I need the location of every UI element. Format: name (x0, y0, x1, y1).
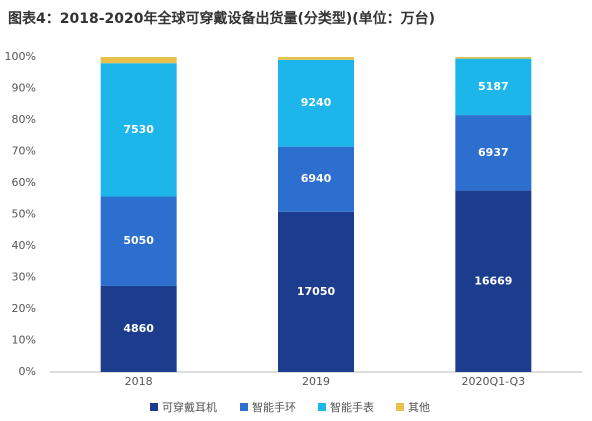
value-label: 5050 (123, 234, 154, 247)
chart-title: 图表4：2018-2020年全球可穿戴设备出货量(分类型)(单位：万台) (8, 10, 435, 27)
y-tick-label: 80% (12, 113, 36, 126)
bar-segment (278, 59, 354, 147)
legend-swatch (318, 403, 326, 411)
value-label: 16669 (474, 274, 512, 287)
legend-label: 其他 (408, 401, 430, 414)
bar-segment (100, 63, 177, 197)
value-label: 6940 (301, 172, 332, 185)
x-tick-label: 2018 (125, 375, 153, 388)
y-tick-label: 50% (12, 208, 36, 221)
value-label: 6937 (478, 146, 509, 159)
legend-label: 智能手表 (330, 400, 374, 414)
legend-label: 可穿戴耳机 (162, 400, 217, 414)
bar-segment (100, 196, 177, 286)
y-tick-label: 40% (12, 239, 36, 252)
value-label: 4860 (123, 322, 154, 335)
value-label: 9240 (301, 96, 332, 109)
x-tick-label: 2019 (302, 375, 330, 388)
legend-label: 智能手环 (252, 400, 296, 414)
bar-segment (278, 211, 354, 372)
y-tick-label: 100% (5, 50, 36, 63)
value-label: 5187 (478, 80, 509, 93)
bar-segment (455, 58, 532, 116)
bar-segment (100, 285, 177, 372)
y-tick-label: 20% (12, 302, 36, 315)
y-tick-label: 10% (12, 334, 36, 347)
y-tick-label: 60% (12, 176, 36, 189)
legend-swatch (240, 403, 248, 411)
y-tick-label: 70% (12, 145, 36, 158)
y-tick-label: 0% (19, 365, 36, 378)
legend-swatch (150, 403, 158, 411)
bar-segment (455, 190, 532, 372)
value-label: 17050 (297, 285, 336, 298)
bar-segment (278, 146, 354, 212)
bar-segment (278, 57, 354, 60)
y-tick-label: 90% (12, 82, 36, 95)
bar-segment (100, 57, 177, 64)
x-tick-label: 2020Q1-Q3 (461, 375, 525, 388)
bar-segment (455, 115, 532, 191)
legend-swatch (396, 403, 404, 411)
y-tick-label: 30% (12, 271, 36, 284)
value-label: 7530 (123, 123, 154, 136)
bar-segment (455, 57, 532, 59)
